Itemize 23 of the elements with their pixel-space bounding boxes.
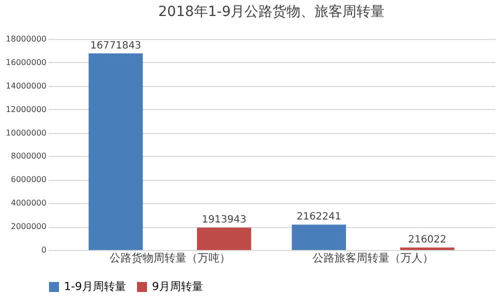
x-tick-label: 公路货物周转量（万吨） (109, 252, 230, 264)
chart-title: 2018年1-9月公路货物、旅客周转量 (158, 4, 385, 20)
bar (292, 224, 346, 250)
y-tick-label: 2000000 (10, 222, 46, 232)
y-tick-label: 18000000 (6, 34, 46, 44)
y-tick-label: 6000000 (10, 175, 46, 184)
legend-label: 9月周转量 (152, 280, 203, 293)
y-tick-label: 10000000 (6, 128, 46, 138)
y-tick-label: 4000000 (10, 198, 46, 208)
data-label: 216022 (408, 234, 446, 246)
y-tick-label: 12000000 (6, 104, 46, 114)
bar (88, 53, 143, 250)
y-tick-label: 8000000 (10, 152, 46, 161)
data-label: 16771843 (90, 40, 142, 52)
legend-label: 1-9月周转量 (64, 280, 126, 293)
data-label: 1913943 (202, 214, 246, 226)
y-tick-label: 0 (41, 246, 46, 254)
bar (197, 228, 252, 250)
bar (400, 247, 454, 250)
y-tick-label: 16000000 (6, 58, 46, 67)
x-tick-label: 公路旅客周转量（万人） (312, 252, 434, 264)
data-label: 2162241 (296, 212, 342, 223)
y-tick-label: 14000000 (6, 81, 46, 90)
